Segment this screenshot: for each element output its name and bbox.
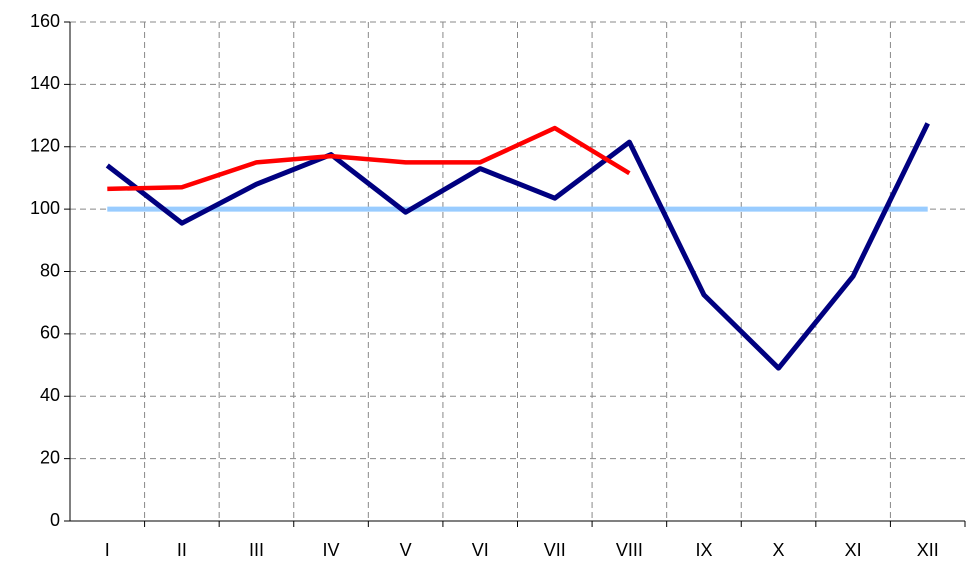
x-tick-label: III	[249, 540, 264, 560]
y-tick-label: 80	[40, 260, 60, 280]
y-tick-label: 100	[30, 198, 60, 218]
series-line	[105, 122, 930, 371]
series-line	[107, 125, 631, 192]
x-tick-label: VII	[544, 540, 566, 560]
y-tick-label: 120	[30, 136, 60, 156]
x-tick-label: XI	[845, 540, 862, 560]
x-tick-label: V	[400, 540, 412, 560]
x-tick-label: VIII	[616, 540, 643, 560]
x-tick-label: X	[773, 540, 785, 560]
x-tick-label: IX	[695, 540, 712, 560]
y-tick-label: 140	[30, 73, 60, 93]
y-tick-label: 60	[40, 323, 60, 343]
x-tick-label: XII	[917, 540, 939, 560]
y-tick-label: 40	[40, 385, 60, 405]
y-tick-label: 160	[30, 11, 60, 31]
x-tick-label: I	[105, 540, 110, 560]
x-tick-label: II	[177, 540, 187, 560]
y-tick-label: 0	[50, 510, 60, 530]
y-tick-label: 20	[40, 447, 60, 467]
x-tick-label: VI	[472, 540, 489, 560]
x-tick-label: IV	[323, 540, 340, 560]
